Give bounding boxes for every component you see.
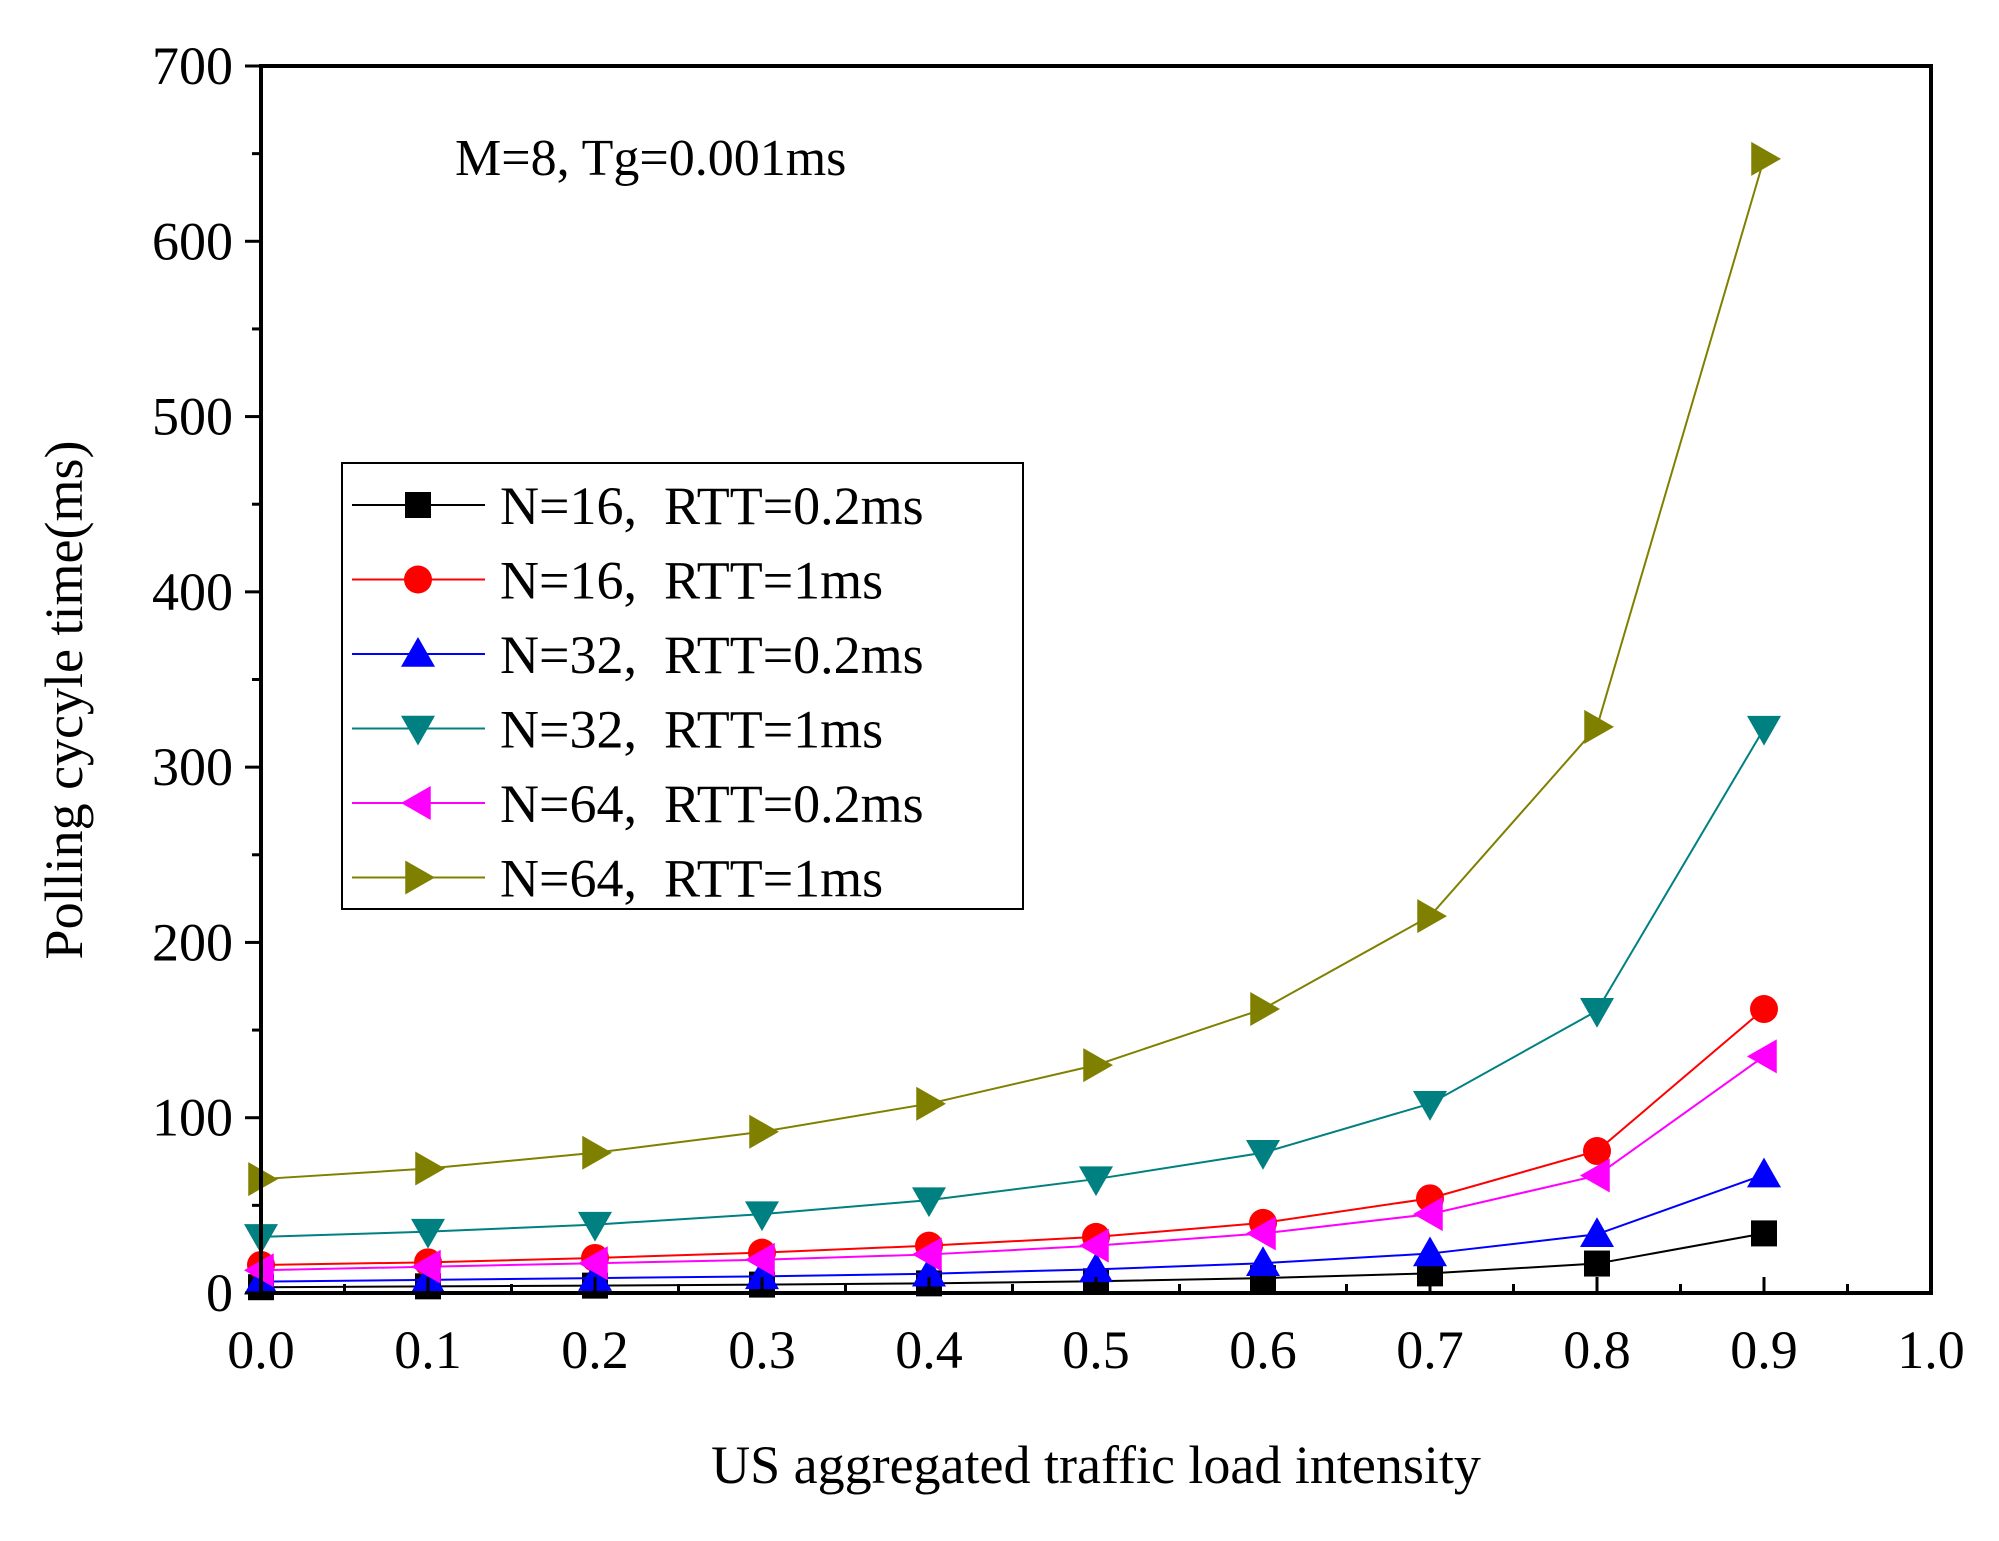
data-point [1580,1158,1610,1193]
data-point [745,1242,775,1277]
legend-item: N=32, RTT=1ms [352,700,883,760]
series-line [260,158,1765,1181]
y-tick-label: 0 [206,1263,233,1323]
legend-item: N=32, RTT=0.2ms [352,625,924,685]
y-tick-label: 100 [152,1088,233,1148]
y-tick-label: 500 [152,387,233,447]
data-point [1747,1157,1781,1188]
x-tick-label: 0.8 [1563,1320,1631,1380]
legend-marker [405,492,431,518]
y-tick-label: 200 [152,912,233,972]
data-point [244,1253,274,1288]
data-point [1079,1252,1113,1283]
legend-label: N=64, RTT=0.2ms [500,774,924,834]
data-point [745,1201,779,1232]
series-line [260,1008,1765,1266]
x-tick-label: 0.3 [728,1320,796,1380]
series-line [260,1173,1765,1283]
data-point [1079,1228,1109,1263]
x-tick-label: 0.2 [561,1320,629,1380]
data-point [912,1237,942,1272]
data-point [1583,1137,1611,1166]
data-point [1747,715,1781,746]
data-point [411,1218,445,1249]
y-axis-label: Polling cycyle time(ms) [34,441,94,960]
y-tick-label: 700 [152,36,233,96]
x-tick-label: 0.4 [895,1320,963,1380]
data-point [1417,899,1447,934]
data-point [582,1135,612,1170]
legend-marker [404,565,432,594]
legend-label: N=16, RTT=1ms [500,551,883,611]
y-tick-label: 600 [152,211,233,271]
series-line [260,728,1765,1238]
data-point [415,1151,445,1186]
legend-item: N=64, RTT=1ms [352,849,883,909]
series-5 [248,141,1781,1197]
data-point [248,1162,278,1197]
data-point [578,1246,608,1281]
legend: N=16, RTT=0.2ms N=16, RTT=1ms N=32, RTT=0.… [341,462,1024,910]
legend-item: N=16, RTT=1ms [352,551,883,611]
data-point [1580,1217,1614,1248]
data-point [1079,1166,1113,1197]
data-point [749,1114,779,1149]
data-point [745,1259,779,1290]
data-point [1747,1039,1777,1074]
legend-label: N=64, RTT=1ms [500,849,883,909]
legend-label: N=32, RTT=1ms [500,700,883,760]
data-point [1246,1246,1280,1276]
x-tick-label: 0.7 [1396,1320,1464,1380]
data-point [1751,141,1781,176]
legend-label: N=32, RTT=0.2ms [500,625,924,685]
data-point [916,1086,946,1121]
data-point [1413,1236,1447,1267]
series-2 [244,1157,1781,1295]
data-point [1246,1216,1276,1251]
data-point [1584,709,1614,744]
x-tick-label: 0.1 [394,1320,462,1380]
data-point [411,1249,441,1284]
x-tick-label: 0.0 [227,1320,295,1380]
y-tick-label: 400 [152,562,233,622]
data-point [1584,1250,1610,1277]
x-axis-label: US aggregated traffic load intensity [711,1435,1481,1495]
x-tick-label: 0.6 [1229,1320,1297,1380]
legend-marker [401,786,431,820]
data-point [578,1261,612,1291]
data-point [1246,1140,1280,1170]
data-point [912,1187,946,1218]
series-4 [244,1039,1777,1288]
legend-label: N=16, RTT=0.2ms [500,476,924,536]
series-3 [244,715,1781,1254]
data-point [1580,998,1614,1028]
data-point [1751,1220,1777,1247]
x-tick-label: 0.5 [1062,1320,1130,1380]
series-line [260,1055,1765,1272]
data-point [578,1211,612,1242]
legend-box [341,462,1024,910]
data-point [1083,1048,1113,1083]
legend-marker [405,860,435,895]
legend-item: N=64, RTT=0.2ms [352,774,924,834]
data-point [1413,1197,1443,1232]
data-point [1413,1090,1447,1121]
data-point [1250,992,1280,1027]
annotation: M=8, Tg=0.001ms [455,130,846,187]
legend-marker [401,637,435,667]
y-tick-label: 300 [152,737,233,797]
legend-marker [401,715,435,746]
data-point [912,1256,946,1287]
legend-item: N=16, RTT=0.2ms [352,476,924,536]
x-tick-label: 0.9 [1730,1320,1798,1380]
x-tick-label: 1.0 [1897,1320,1965,1380]
data-point [1750,995,1778,1024]
